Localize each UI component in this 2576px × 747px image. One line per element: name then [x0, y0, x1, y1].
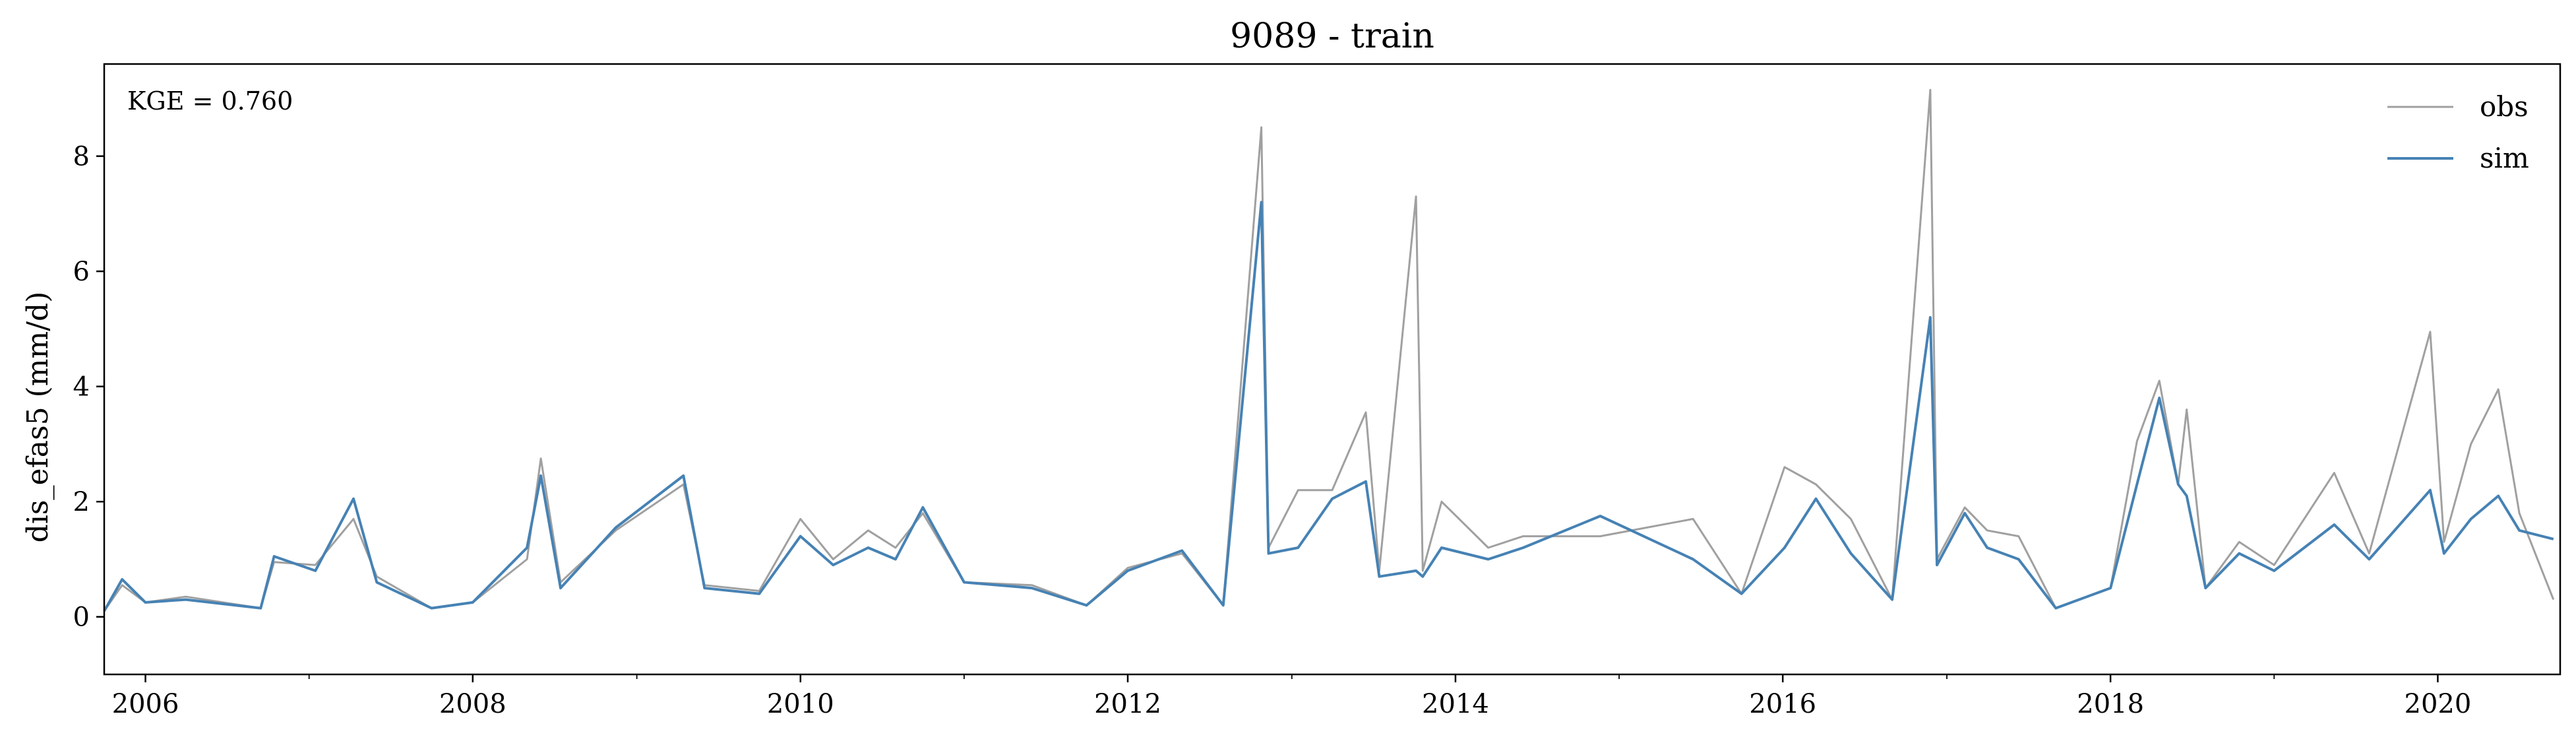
kge-annotation: KGE = 0.760 — [127, 86, 293, 115]
x-tick-label: 2014 — [1422, 689, 1489, 719]
x-tick-label: 2012 — [1094, 689, 1161, 719]
x-tick-label: 2006 — [112, 689, 179, 719]
x-tick-label: 2010 — [767, 689, 834, 719]
plot-frame — [103, 63, 2561, 676]
x-tick-label: 2016 — [1749, 689, 1816, 719]
y-tick-label: 6 — [73, 257, 90, 287]
legend-label-sim: sim — [2480, 142, 2529, 174]
y-axis-label: dis_efas5 (mm/d) — [21, 292, 55, 543]
series-line-obs — [103, 88, 2555, 612]
legend: obs sim — [2387, 90, 2529, 174]
axis-ticks: 0 2 4 6 8 2006 2008 2010 2012 2014 2016 2018 2020 — [73, 142, 2472, 719]
plot-lines — [103, 88, 2555, 612]
y-tick-label: 0 — [73, 602, 90, 633]
y-tick-label: 4 — [73, 372, 90, 403]
y-tick-label: 8 — [73, 142, 90, 172]
series-line-sim — [103, 201, 2554, 612]
x-tick-label: 2020 — [2405, 689, 2472, 719]
legend-label-obs: obs — [2480, 90, 2529, 123]
y-tick-label: 2 — [73, 487, 90, 517]
chart-title: 9089 - train — [1230, 16, 1434, 56]
x-tick-label: 2018 — [2077, 689, 2144, 719]
x-tick-label: 2008 — [439, 689, 506, 719]
